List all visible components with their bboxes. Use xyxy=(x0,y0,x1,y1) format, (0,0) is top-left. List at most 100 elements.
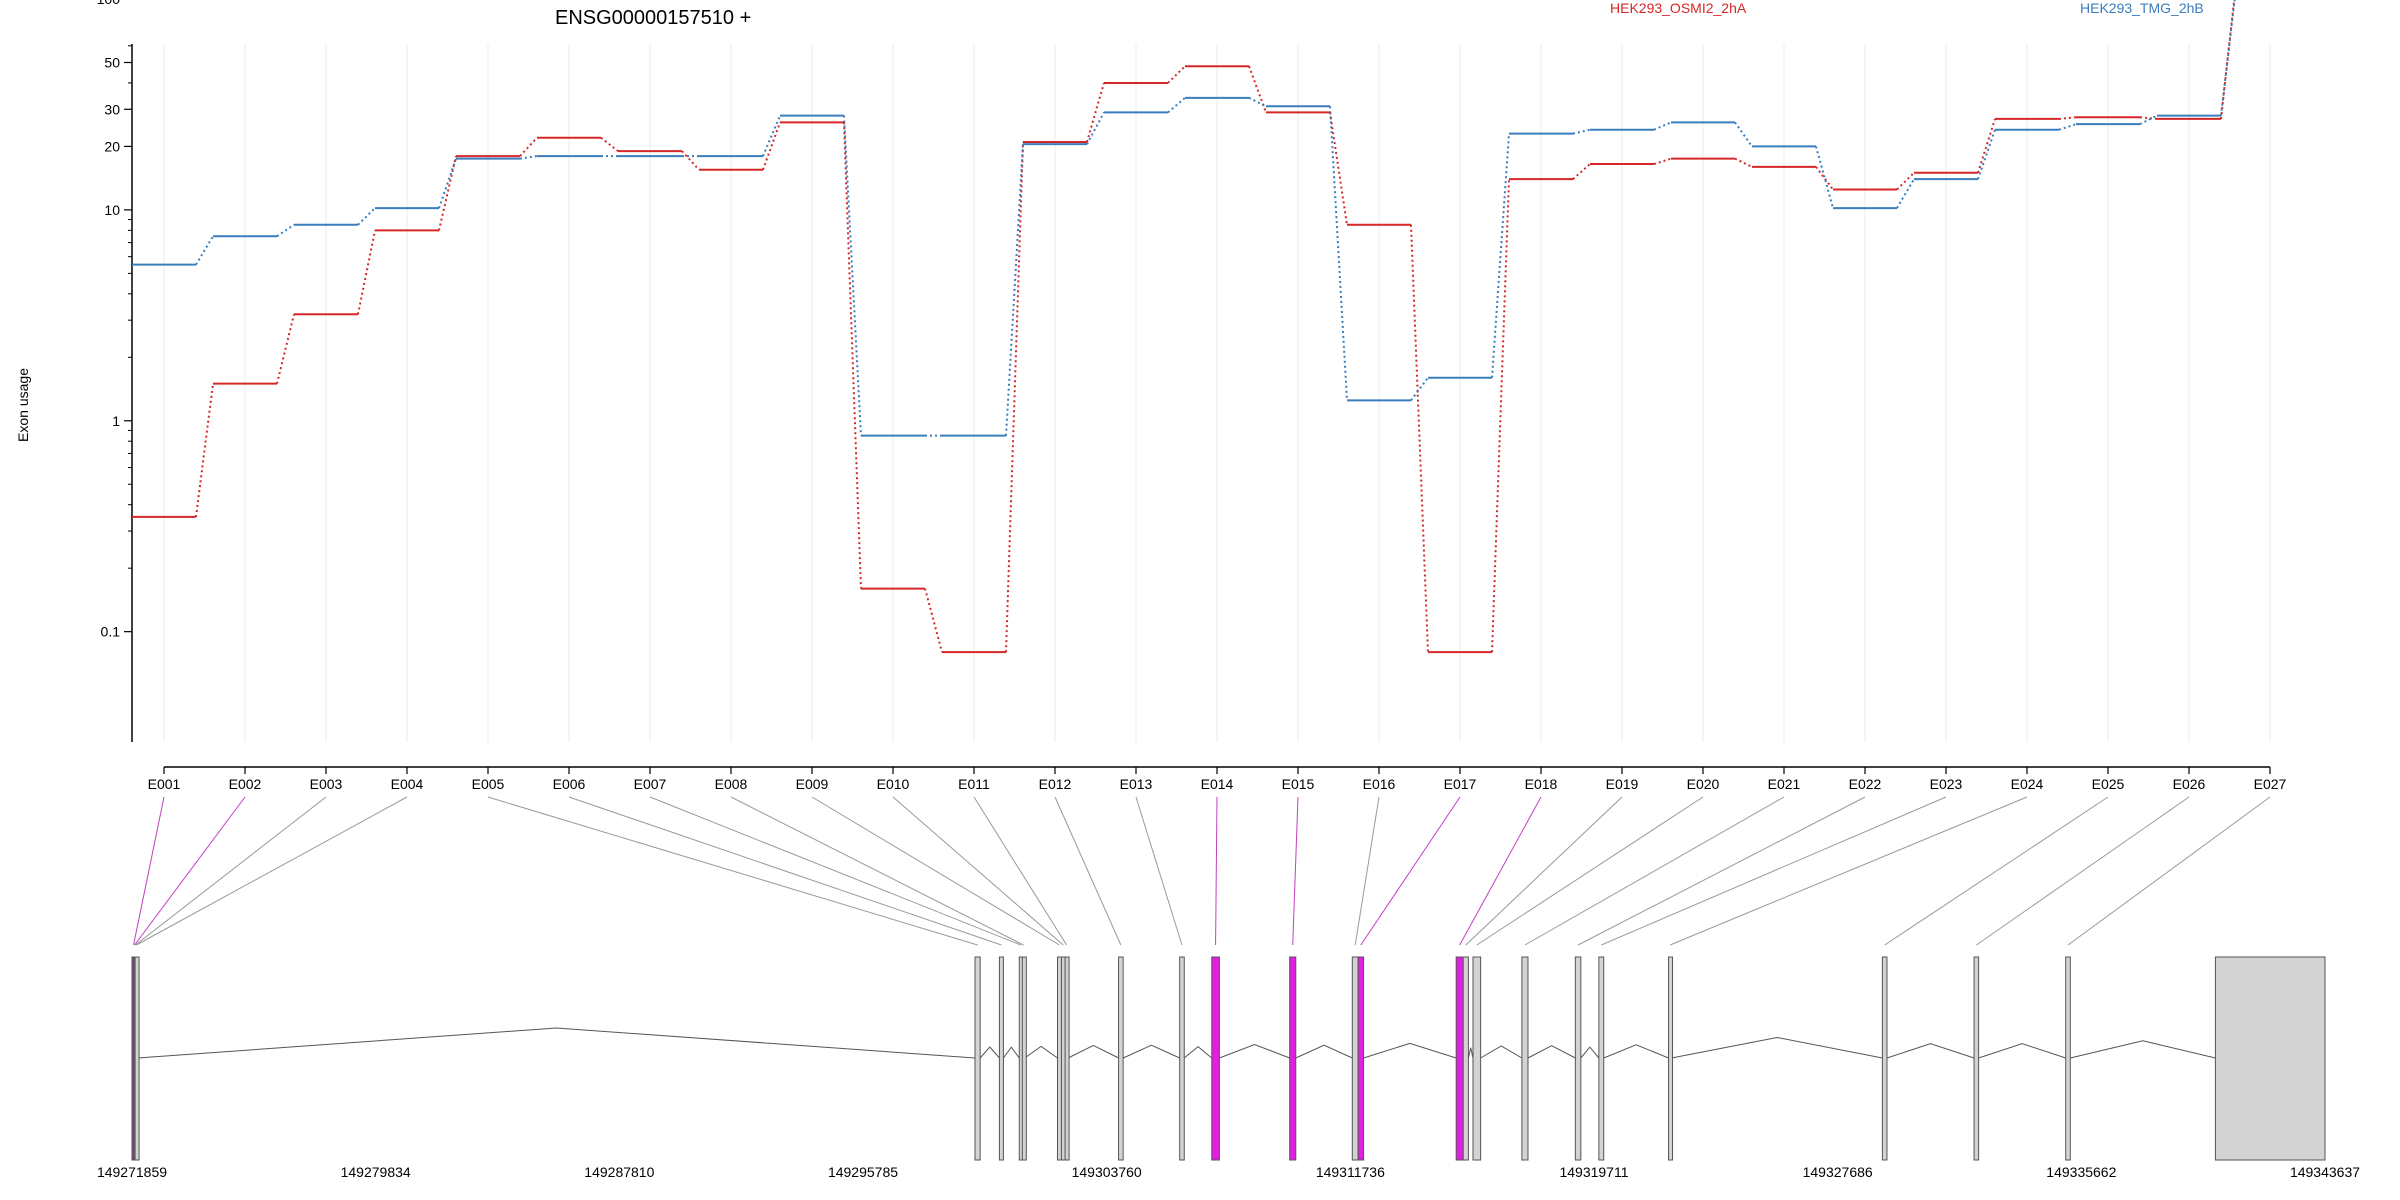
connector-E012 xyxy=(1054,796,1122,946)
intron-E017 xyxy=(1363,1042,1457,1059)
x-tick-label-E012: E012 xyxy=(1039,776,1072,792)
x-tick-label-E015: E015 xyxy=(1282,776,1315,792)
exon-box-E012 xyxy=(1118,956,1124,1161)
series-2-transition-E023 xyxy=(1977,129,1996,180)
intron-E021 xyxy=(1527,1045,1576,1059)
exon-box-E028 xyxy=(2214,956,2326,1161)
connector-E025 xyxy=(1884,796,2109,946)
series-1-transition-E017 xyxy=(1491,179,1510,653)
series-lines xyxy=(132,0,2236,654)
connector-E022 xyxy=(1577,796,1866,946)
series-1-transition-E020 xyxy=(1734,157,1753,168)
coordinate-label-149327686: 149327686 xyxy=(1803,1164,1873,1180)
connector-E001 xyxy=(133,796,165,946)
connector-E014 xyxy=(1215,796,1218,946)
series-2-transition-E015 xyxy=(1329,106,1348,401)
x-tick-label-E007: E007 xyxy=(634,776,667,792)
x-tick-label-E014: E014 xyxy=(1201,776,1234,792)
series-1-transition-E016 xyxy=(1410,224,1429,653)
coordinate-label-149319711: 149319711 xyxy=(1559,1164,1628,1180)
intron-E006 xyxy=(1002,1046,1020,1059)
intron-E022 xyxy=(1580,1046,1600,1059)
grid-lines xyxy=(163,44,2271,742)
exon-box-E015 xyxy=(1289,956,1297,1161)
exon-box-E013 xyxy=(1179,956,1185,1161)
intron-E013 xyxy=(1183,1045,1213,1059)
x-tick-label-E001: E001 xyxy=(148,776,181,792)
series-2-transition-E016 xyxy=(1410,377,1429,401)
series-1-transition-E005 xyxy=(519,137,538,157)
series-1-transition-E006 xyxy=(600,136,619,152)
x-tick-label-E022: E022 xyxy=(1849,776,1882,792)
series-2-transition-E014 xyxy=(1248,96,1267,108)
x-tick-label-E021: E021 xyxy=(1768,776,1801,792)
coordinate-label-149287810: 149287810 xyxy=(584,1164,654,1180)
exon-box-E014 xyxy=(1211,956,1220,1161)
series-1-transition-E002 xyxy=(276,314,295,384)
x-tick-label-E019: E019 xyxy=(1606,776,1639,792)
exon-box-E020 xyxy=(1472,956,1482,1161)
connector-E020 xyxy=(1476,796,1704,946)
connector-E027 xyxy=(2067,796,2271,946)
connector-E023 xyxy=(1601,796,1947,946)
y-tick-label-10: 10 xyxy=(104,202,120,218)
series-1-transition-E004 xyxy=(438,155,457,231)
y-tick-label-1: 1 xyxy=(112,413,120,429)
series-2-transition-E001 xyxy=(195,235,214,266)
exon-box-E004 xyxy=(134,956,140,1161)
exon-box-E023 xyxy=(1598,956,1605,1161)
series-2-transition-E003 xyxy=(357,207,376,226)
intron-E005 xyxy=(979,1046,1000,1059)
x-tick-label-E002: E002 xyxy=(229,776,262,792)
connector-E008 xyxy=(730,796,1024,946)
intron-E023 xyxy=(1603,1044,1669,1059)
exon-box-E018 xyxy=(1455,956,1464,1161)
exon-box-E006 xyxy=(998,956,1004,1161)
series-2-transition-E013 xyxy=(1167,97,1186,114)
connector-E002 xyxy=(134,796,246,946)
connector-E024 xyxy=(1669,796,2028,946)
x-tick-label-E017: E017 xyxy=(1444,776,1477,792)
series-1-transition-E009 xyxy=(843,122,862,589)
series-2-transition-E020 xyxy=(1734,121,1753,147)
series-1-transition-E011 xyxy=(1005,141,1024,653)
connector-E003 xyxy=(135,796,327,946)
exon-box-E016 xyxy=(1351,956,1359,1161)
x-tick-label-E023: E023 xyxy=(1930,776,1963,792)
intron-E024 xyxy=(1671,1036,1883,1059)
connector-E018 xyxy=(1459,796,1542,946)
series-1-transition-E023 xyxy=(1977,118,1996,174)
series-1-transition-E003 xyxy=(357,230,376,315)
intron-E027 xyxy=(2070,1040,2216,1059)
series-2-transition-E004 xyxy=(438,158,457,209)
series-2-transition-E017 xyxy=(1491,133,1510,378)
connector-E015 xyxy=(1292,796,1299,946)
series-2-transition-E024 xyxy=(2058,123,2077,131)
connector-E004 xyxy=(136,796,408,946)
connector-E005 xyxy=(487,796,978,946)
x-tick-label-E024: E024 xyxy=(2011,776,2044,792)
y-tick-label-50: 50 xyxy=(104,55,120,71)
intron-E011 xyxy=(1067,1044,1119,1059)
series-2-transition-E011 xyxy=(1005,144,1024,436)
coordinate-label-149335662: 149335662 xyxy=(2046,1164,2116,1180)
exon-box-E017 xyxy=(1357,956,1365,1161)
coordinate-label-149311736: 149311736 xyxy=(1316,1164,1385,1180)
series-2-transition-E019 xyxy=(1653,121,1672,131)
y-tick-label-100: 100 xyxy=(97,0,121,7)
connector-E019 xyxy=(1465,796,1623,946)
x-tick-label-E027: E027 xyxy=(2254,776,2287,792)
exon-box-E024 xyxy=(1668,956,1674,1161)
intron-E019 xyxy=(1467,1047,1474,1059)
gene-model: 149271859 149279834 149287810 149295785 1493… xyxy=(97,956,2360,1180)
x-tick-label-E010: E010 xyxy=(877,776,910,792)
axes: 0.1 1 10 20 30 50 100 E001 E002 E003 E004 E005 E006 E… xyxy=(97,0,2287,792)
legend-series-1: HEK293_OSMI2_2hA xyxy=(1610,0,1747,16)
series-2-transition-E021 xyxy=(1815,146,1834,209)
exon-connectors xyxy=(133,796,2271,946)
intron-E012 xyxy=(1122,1044,1180,1059)
x-tick-label-E026: E026 xyxy=(2173,776,2206,792)
exon-box-E011 xyxy=(1064,956,1070,1161)
intron-E020 xyxy=(1480,1045,1523,1059)
